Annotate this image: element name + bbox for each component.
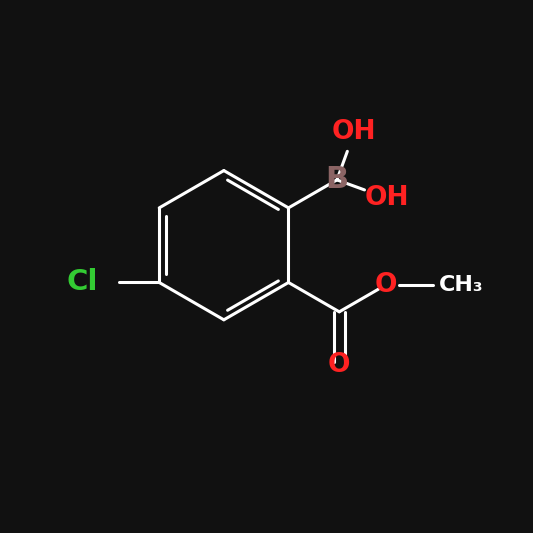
Text: O: O	[374, 272, 397, 298]
Text: CH₃: CH₃	[439, 275, 483, 295]
Text: O: O	[328, 352, 351, 378]
Text: OH: OH	[365, 185, 409, 211]
Text: Cl: Cl	[67, 269, 98, 296]
Text: B: B	[325, 165, 349, 195]
Text: OH: OH	[332, 119, 376, 146]
